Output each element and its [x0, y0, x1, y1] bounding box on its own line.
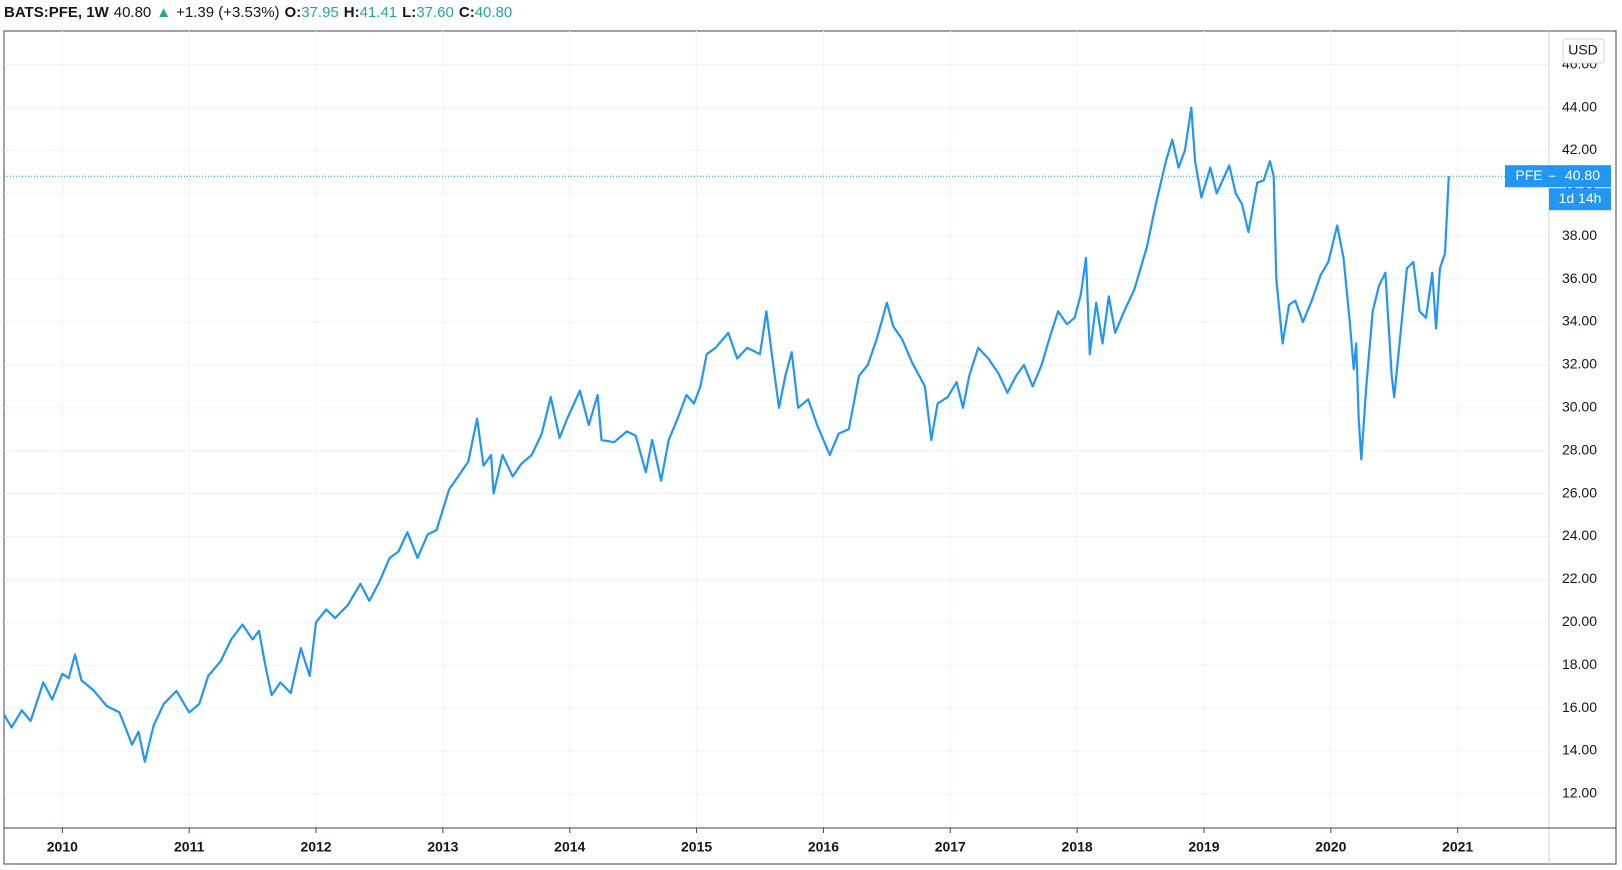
y-tick-label: 22.00	[1562, 570, 1597, 586]
grid	[4, 31, 1549, 828]
y-tick-label: 12.00	[1562, 785, 1597, 801]
y-tick-label: 28.00	[1562, 441, 1597, 457]
y-tick-label: 36.00	[1562, 270, 1597, 286]
y-tick-label: 44.00	[1562, 98, 1597, 114]
last-price-box	[1505, 165, 1611, 188]
x-tick-label: 2015	[681, 839, 712, 855]
y-tick-label: 14.00	[1562, 742, 1597, 758]
currency-box	[1562, 38, 1605, 64]
series-name: PFE	[1515, 167, 1542, 183]
header-label: O:	[285, 4, 302, 21]
x-tick-label: 2019	[1188, 839, 1219, 855]
header-value: 41.41	[360, 4, 398, 21]
header-value: 40.80	[475, 4, 513, 21]
y-tick-label: 16.00	[1562, 699, 1597, 715]
x-tick-label: 2012	[300, 839, 331, 855]
header-label: BATS:PFE, 1W	[4, 4, 110, 21]
currency: USD	[1568, 42, 1598, 58]
header-value: 40.80	[114, 4, 152, 21]
header-label: H:	[344, 4, 360, 21]
y-tick-label: 26.00	[1562, 484, 1597, 500]
header-value: 37.95	[301, 4, 339, 21]
header-label: L:	[402, 4, 416, 21]
plot	[3, 106, 1549, 763]
x-tick-label: 2011	[174, 839, 205, 855]
y-tick-label: 30.00	[1562, 399, 1597, 415]
countdown: 1d 14h	[1559, 190, 1602, 206]
header-value: +1.39 (+3.53%)	[176, 4, 279, 21]
y-tick-label: 38.00	[1562, 227, 1597, 243]
y-tick-label: 20.00	[1562, 613, 1597, 629]
header-legend: BATS:PFE, 1W 40.80 ▲ +1.39 (+3.53%) O:37.95 H…	[4, 4, 512, 21]
price-line	[3, 106, 1450, 763]
countdown-box	[1549, 188, 1611, 211]
y-tick-label: 42.00	[1562, 141, 1597, 157]
last-price-label: 40.80	[1565, 167, 1600, 183]
x-tick-label: 2013	[427, 839, 458, 855]
x-tick-label: 2016	[808, 839, 839, 855]
x-tick-label: 2021	[1442, 839, 1473, 855]
x-tick-label: 2010	[47, 839, 78, 855]
frame	[3, 30, 1617, 865]
y-tick-label: 32.00	[1562, 356, 1597, 372]
x-tick-label: 2018	[1062, 839, 1093, 855]
x-tick-label: 2020	[1315, 839, 1346, 855]
x-tick-label: 2014	[554, 839, 585, 855]
axes: 12.00 14.00 16.00 18.00 20.00 22.00 24.00 26.00…	[47, 38, 1611, 855]
header-label: C:	[459, 4, 475, 21]
header: BATS:PFE, 1W 40.80 ▲ +1.39 (+3.53%) O:37.95 H…	[4, 4, 512, 21]
y-tick-label: 34.00	[1562, 313, 1597, 329]
y-tick-label: 18.00	[1562, 656, 1597, 672]
x-tick-label: 2017	[935, 839, 966, 855]
header-label: ▲	[156, 4, 171, 21]
y-tick-label: 24.00	[1562, 527, 1597, 543]
header-value: 37.60	[416, 4, 454, 21]
